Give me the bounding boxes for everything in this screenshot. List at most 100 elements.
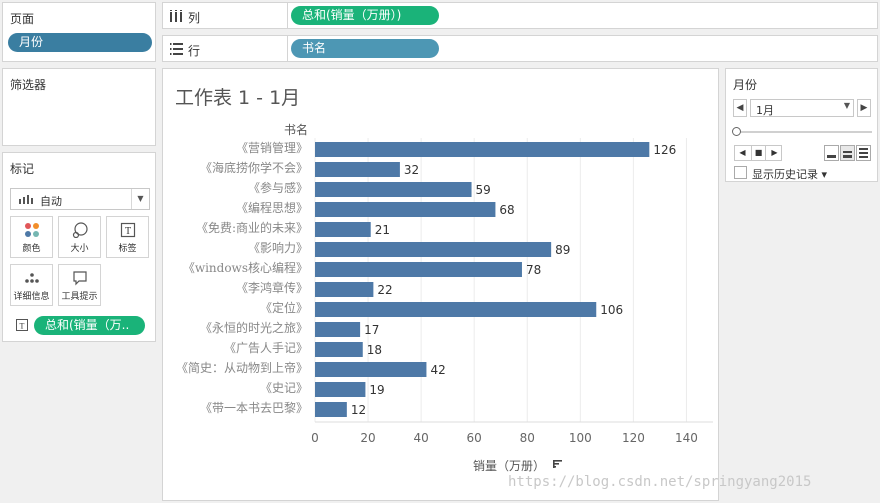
category-label: 《海底捞你学不会》 <box>200 160 308 175</box>
show-history-checkbox[interactable] <box>734 166 747 179</box>
bar <box>315 302 597 317</box>
detail-button[interactable]: 详细信息 <box>10 264 53 306</box>
chevron-down-icon[interactable]: ▼ <box>843 101 850 110</box>
x-tick-label: 0 <box>311 431 319 445</box>
columns-shelf[interactable]: 列 总和(销量（万册）) <box>162 2 878 29</box>
tooltip-button-label: 工具提示 <box>61 292 98 302</box>
month-slider-thumb[interactable] <box>732 127 741 136</box>
data-label: 59 <box>476 183 491 197</box>
label-measure-pill[interactable]: 总和(销量（万.. <box>34 316 145 335</box>
data-label: 68 <box>499 203 514 217</box>
category-label: 《编程思想》 <box>236 200 308 215</box>
x-tick-label: 80 <box>520 431 535 445</box>
category-label: 《参与感》 <box>248 180 308 195</box>
speed-slow-button[interactable] <box>824 145 839 161</box>
x-tick-label: 60 <box>467 431 482 445</box>
month-filter-card: 月份 ◀ 1月 ▼ ▶ ◀ ■ ▶ 显示历史记录 ▾ <box>725 68 878 182</box>
data-label: 12 <box>351 403 366 417</box>
month-filter-title: 月份 <box>733 78 758 92</box>
data-label: 18 <box>367 343 382 357</box>
show-history-text: 显示历史记录 <box>752 168 818 181</box>
rows-shelf-label: 行 <box>188 44 201 58</box>
rows-icon <box>170 43 183 55</box>
size-button[interactable]: 大小 <box>58 216 101 258</box>
category-label: 《带一本书去巴黎》 <box>200 401 308 415</box>
data-label: 19 <box>369 383 384 397</box>
category-label: 《永恒的时光之旅》 <box>200 320 308 335</box>
tooltip-bubble-icon <box>73 271 87 286</box>
x-tick-label: 100 <box>569 431 592 445</box>
data-label: 42 <box>430 363 445 377</box>
bar <box>315 402 347 417</box>
category-label: 《windows核心编程》 <box>183 260 308 275</box>
mark-type-dropdown[interactable]: 自动 ▼ <box>10 188 150 210</box>
rows-shelf[interactable]: 行 书名 <box>162 35 878 62</box>
bar <box>315 162 400 177</box>
show-history-label[interactable]: 显示历史记录 ▾ <box>752 168 828 181</box>
playback-speed-controls <box>824 145 872 161</box>
sort-icon <box>553 460 555 468</box>
detail-button-label: 详细信息 <box>13 292 50 302</box>
label-button-label: 标签 <box>118 244 137 254</box>
shelf-divider <box>287 36 288 61</box>
shelf-divider <box>287 3 288 28</box>
columns-measure-pill[interactable]: 总和(销量（万册）) <box>291 6 439 25</box>
bar <box>315 282 374 297</box>
data-label: 89 <box>555 243 570 257</box>
detail-dots-icon <box>25 273 39 283</box>
sort-icon <box>553 463 559 465</box>
bar <box>315 262 522 277</box>
color-button[interactable]: 颜色 <box>10 216 53 258</box>
chevron-down-icon[interactable]: ▼ <box>131 189 149 209</box>
speed-medium-button[interactable] <box>840 145 855 161</box>
data-label: 32 <box>404 163 419 177</box>
sort-icon <box>553 460 562 462</box>
columns-shelf-label: 列 <box>188 11 201 25</box>
x-axis-title: 销量（万册） <box>473 459 545 473</box>
size-button-label: 大小 <box>70 244 89 254</box>
x-tick-label: 20 <box>360 431 375 445</box>
x-tick-label: 120 <box>622 431 645 445</box>
label-button[interactable]: T 标签 <box>106 216 149 258</box>
pages-card: 页面 月份 <box>2 2 156 62</box>
category-label: 《营销管理》 <box>236 140 308 155</box>
month-select[interactable]: 1月 ▼ <box>750 99 854 117</box>
speed-fast-button[interactable] <box>856 145 871 161</box>
bar <box>315 202 496 217</box>
stop-icon[interactable]: ■ <box>751 146 766 160</box>
marks-title: 标记 <box>10 162 35 176</box>
next-month-button[interactable]: ▶ <box>857 99 871 117</box>
bar-chart-icon <box>19 195 33 204</box>
bar <box>315 342 363 357</box>
pages-month-pill[interactable]: 月份 <box>8 33 152 52</box>
bar <box>315 362 427 377</box>
playback-controls: ◀ ■ ▶ <box>734 145 782 161</box>
svg-text:T: T <box>125 226 131 237</box>
x-tick-label: 140 <box>675 431 698 445</box>
pages-title: 页面 <box>10 12 35 26</box>
speed-medium-icon <box>843 151 852 158</box>
category-label: 《广告人手记》 <box>224 341 308 355</box>
label-t-icon: T <box>120 222 136 238</box>
data-label: 21 <box>375 223 390 237</box>
filters-title: 筛选器 <box>10 78 47 92</box>
data-label: 22 <box>377 283 392 297</box>
worksheet-view: 工作表 1 - 1月 书名 《营销管理》 126 《海底捞你学不会》 32 《参与感》 59… <box>162 68 719 501</box>
data-label: 126 <box>653 143 676 157</box>
data-label: 106 <box>600 303 623 317</box>
worksheet-title: 工作表 1 - 1月 <box>175 87 301 109</box>
previous-month-button[interactable]: ◀ <box>733 99 747 117</box>
columns-icon <box>170 10 182 22</box>
x-tick-label: 40 <box>413 431 428 445</box>
play-icon[interactable]: ▶ <box>771 148 778 157</box>
filters-card[interactable]: 筛选器 <box>2 68 156 146</box>
bar <box>315 142 650 157</box>
month-select-value: 1月 <box>756 104 774 117</box>
category-label: 《免费:商业的未来》 <box>196 220 308 235</box>
step-back-icon[interactable]: ◀ <box>739 148 746 157</box>
bar <box>315 322 361 337</box>
category-label: 《简史：从动物到上帝》 <box>176 360 308 375</box>
month-slider-track[interactable] <box>736 131 872 133</box>
rows-dimension-pill[interactable]: 书名 <box>291 39 439 58</box>
tooltip-button[interactable]: 工具提示 <box>58 264 101 306</box>
